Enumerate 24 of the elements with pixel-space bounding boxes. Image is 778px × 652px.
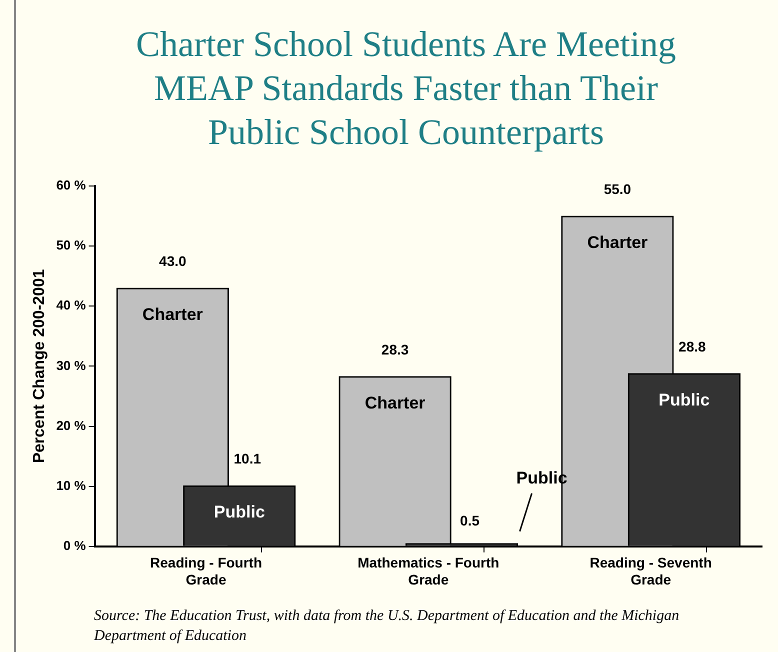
y-tick-label: 20 % — [56, 418, 86, 433]
data-label: 0.5 — [460, 512, 480, 528]
data-label: 43.0 — [159, 253, 187, 270]
x-tick-label: Reading - Seventh Grade — [590, 554, 712, 588]
data-label: 10.1 — [234, 450, 262, 467]
x-tick-label: Mathematics - Fourth Grade — [358, 554, 500, 588]
y-tick-label: 0 % — [63, 538, 86, 553]
y-tick-label: 10 % — [56, 478, 86, 493]
data-label: 55.0 — [604, 181, 632, 198]
x-tick-label: Reading - Fourth Grade — [150, 554, 262, 588]
data-label: 28.3 — [381, 341, 409, 358]
y-tick-label: 50 % — [56, 238, 86, 253]
series-label: Charter — [142, 305, 204, 324]
y-tick-label: 30 % — [56, 358, 86, 373]
chart-title: Charter School Students Are Meeting MEAP Standards Faster than Their Public School Counterparts — [135, 23, 677, 154]
data-label: 28.8 — [678, 338, 706, 354]
text: Charter — [364, 393, 426, 412]
source-note: Source: The Education Trust, with data from the U.S. Department of Education and the Michigan Department of Education — [94, 607, 680, 646]
y-tick-label: 60 % — [56, 178, 86, 193]
text: Public — [658, 390, 710, 410]
y-tick-label: 40 % — [56, 298, 86, 313]
series-label: Public — [214, 502, 265, 522]
text: Charter — [587, 233, 648, 252]
y-axis-title: Percent Change 200-2001 — [31, 269, 48, 464]
